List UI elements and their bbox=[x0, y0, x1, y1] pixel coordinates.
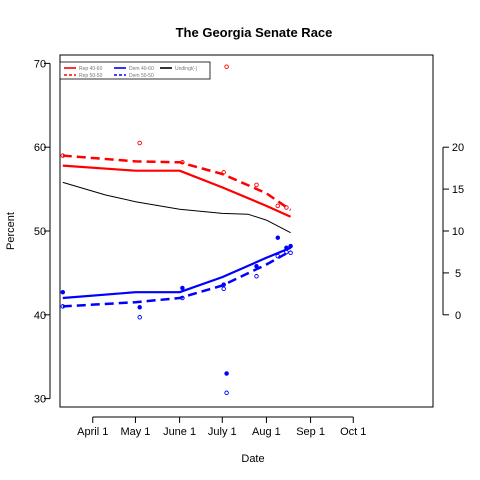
series-line-dem-40-60 bbox=[62, 246, 292, 300]
y-tick-label: 70 bbox=[34, 58, 46, 70]
series-lines bbox=[62, 154, 292, 308]
x-axis-label: Date bbox=[241, 453, 264, 465]
data-point bbox=[288, 243, 293, 249]
series-line-dem-50-50 bbox=[62, 250, 292, 308]
data-point bbox=[275, 203, 281, 209]
data-point bbox=[284, 249, 289, 255]
legend-label: Rep 40-60 bbox=[79, 66, 103, 72]
data-point bbox=[284, 205, 289, 210]
plot-area-border bbox=[59, 54, 434, 408]
x-tick-label: Sep 1 bbox=[296, 426, 325, 438]
y-axis-label: Percent bbox=[5, 212, 17, 250]
y-tick-label: 40 bbox=[34, 310, 46, 322]
data-point bbox=[60, 304, 66, 309]
legend-label: Dem 40-60 bbox=[129, 66, 154, 72]
data-point bbox=[254, 263, 259, 269]
series-line-undingt bbox=[62, 181, 291, 234]
y-tick-label: 50 bbox=[34, 226, 46, 238]
data-point bbox=[224, 390, 229, 396]
scatter-points bbox=[60, 64, 293, 396]
data-point bbox=[275, 235, 281, 240]
legend-box bbox=[59, 61, 211, 80]
y2-tick-label: 15 bbox=[452, 184, 464, 196]
y2-tick-label: 5 bbox=[455, 268, 461, 280]
data-point bbox=[254, 274, 259, 279]
y2-tick-label: 10 bbox=[452, 226, 464, 238]
legend-label: Dem 50-50 bbox=[129, 73, 154, 79]
series-line-rep-40-60 bbox=[62, 164, 292, 218]
data-point bbox=[180, 295, 185, 301]
data-point bbox=[221, 170, 226, 175]
x-tick-label: Aug 1 bbox=[252, 426, 281, 438]
x-tick-label: Oct 1 bbox=[340, 426, 366, 438]
data-point bbox=[275, 253, 281, 259]
x-axis: April 1 May 1 June 1 July 1 Aug 1 Sep 1 Oct 1 bbox=[77, 416, 366, 438]
data-point bbox=[221, 286, 226, 292]
data-point bbox=[180, 160, 185, 165]
y2-tick-label: 20 bbox=[452, 142, 464, 154]
series-line-rep-50-50 bbox=[62, 154, 292, 212]
legend-label: Rep 50-50 bbox=[79, 73, 103, 79]
data-point bbox=[254, 182, 259, 188]
x-tick-label: July 1 bbox=[208, 426, 237, 438]
y-axis-right: 0 5 10 15 20 bbox=[442, 142, 464, 322]
data-point bbox=[180, 285, 185, 291]
data-point bbox=[224, 64, 229, 69]
x-tick-label: June 1 bbox=[163, 426, 196, 438]
y-tick-label: 60 bbox=[34, 142, 46, 154]
data-point bbox=[137, 315, 142, 320]
chart-title: The Georgia Senate Race bbox=[176, 25, 333, 40]
data-point bbox=[137, 140, 142, 146]
y2-tick-label: 0 bbox=[455, 310, 461, 322]
data-point bbox=[60, 289, 66, 295]
data-point bbox=[288, 250, 293, 256]
legend-label: Undingt(-) bbox=[175, 66, 198, 72]
data-point bbox=[221, 282, 226, 287]
y-axis-left: 30 40 50 60 70 bbox=[34, 58, 51, 406]
x-tick-label: April 1 bbox=[77, 426, 108, 438]
data-point bbox=[60, 153, 66, 158]
data-point bbox=[224, 371, 229, 376]
data-point bbox=[284, 245, 289, 251]
y-tick-label: 30 bbox=[34, 394, 46, 406]
data-point bbox=[137, 305, 142, 310]
x-tick-label: May 1 bbox=[120, 426, 150, 438]
